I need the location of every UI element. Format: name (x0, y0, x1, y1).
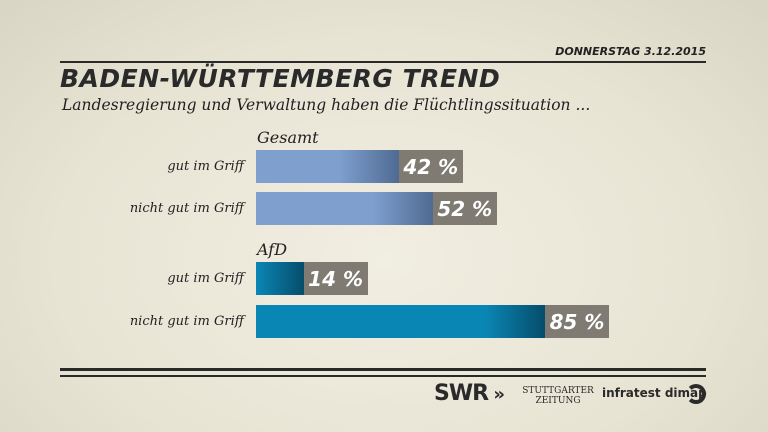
category-label: gut im Griff (167, 271, 244, 286)
infratest-dimap-logo: infratest dimap (602, 386, 707, 400)
top-rule (60, 61, 706, 63)
date: DONNERSTAG 3.12.2015 (555, 45, 706, 58)
infratest-icon (686, 384, 706, 404)
swr-logo: SWR » (434, 381, 505, 406)
value-label: 52 % (432, 192, 497, 225)
bar (256, 305, 545, 338)
value-label: 42 % (398, 150, 463, 183)
group-label: Gesamt (257, 128, 319, 147)
bar (256, 192, 433, 225)
bottom-rule-2 (60, 375, 706, 377)
bottom-rule (60, 368, 706, 371)
value-label: 85 % (545, 305, 609, 338)
subtitle: Landesregierung und Verwaltung haben die… (62, 96, 591, 114)
category-label: nicht gut im Griff (129, 314, 244, 329)
stuttgarter-zeitung-logo: STUTTGARTER ZEITUNG (522, 386, 594, 406)
page-title: BADEN-WÜRTTEMBERG TREND (60, 64, 501, 93)
category-label: gut im Griff (167, 159, 244, 174)
group-label: AfD (257, 240, 288, 259)
bar (256, 262, 304, 295)
category-label: nicht gut im Griff (129, 201, 244, 216)
bar (256, 150, 399, 183)
value-label: 14 % (303, 262, 368, 295)
